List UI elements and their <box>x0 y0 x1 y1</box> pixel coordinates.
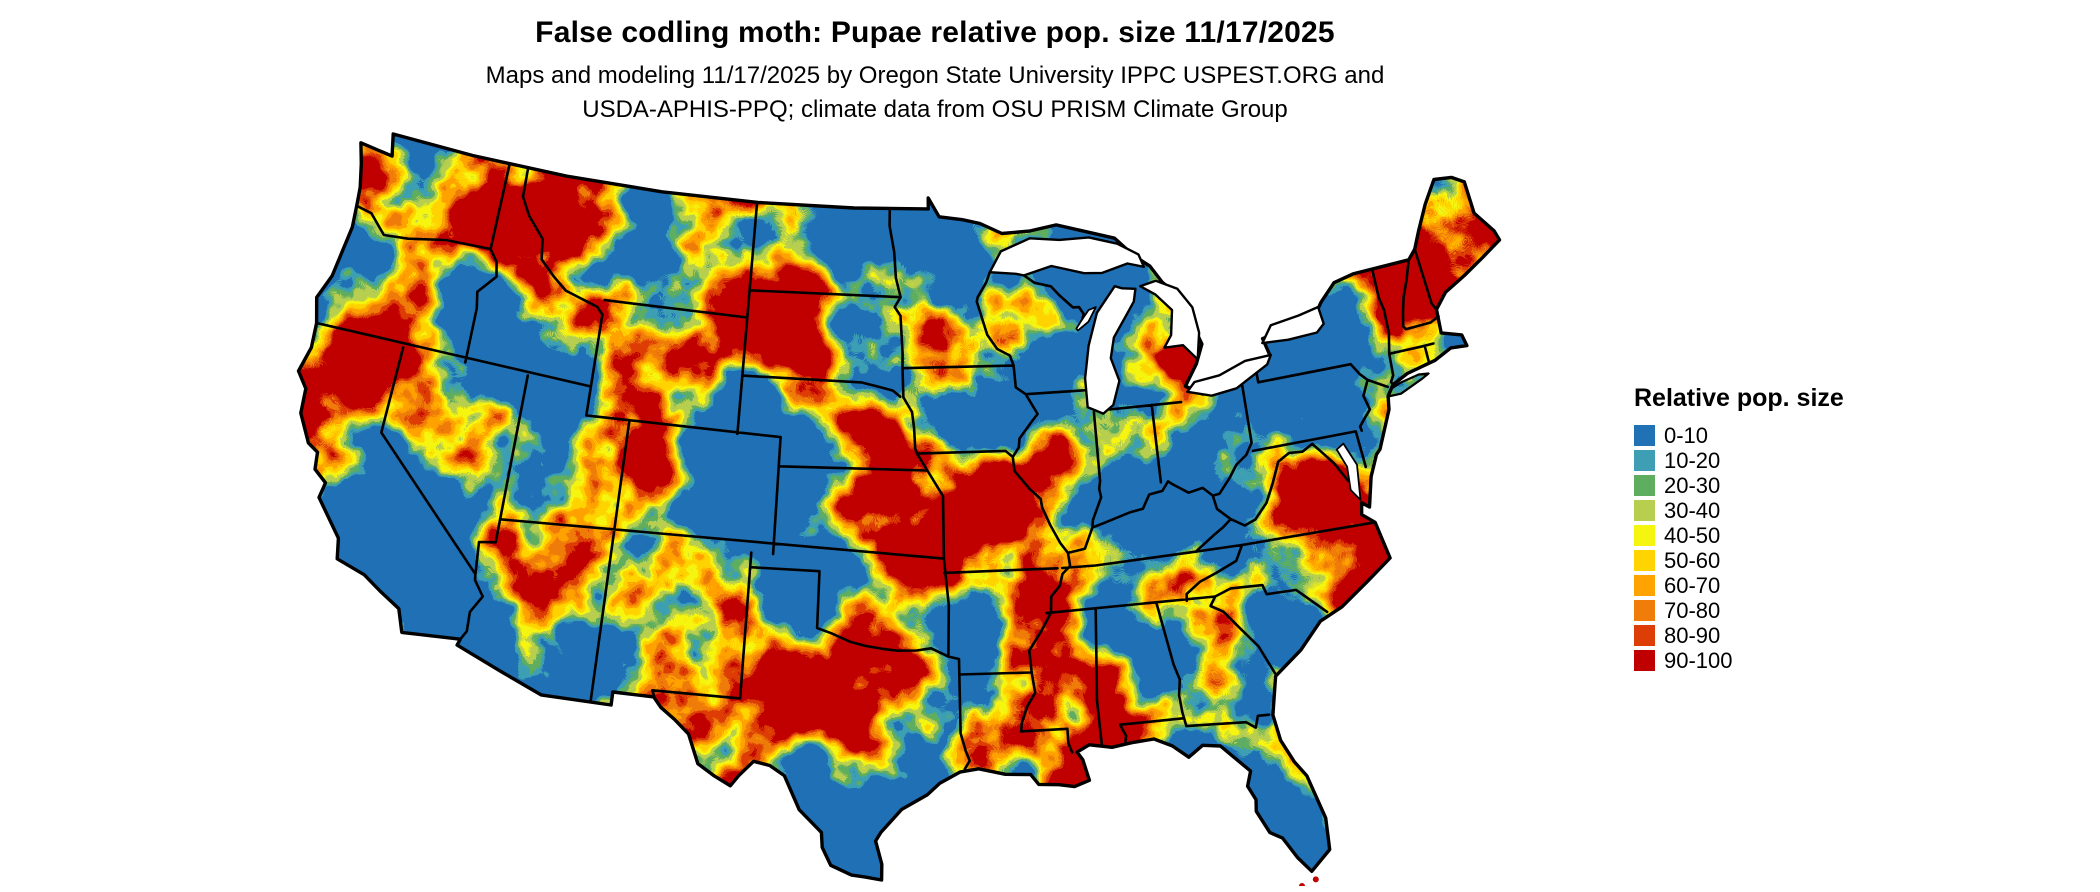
legend-label: 90-100 <box>1664 647 1733 673</box>
legend-item: 30-40 <box>1634 498 1844 523</box>
us-heatmap-svg <box>296 132 1502 886</box>
legend-label: 70-80 <box>1664 597 1721 623</box>
legend-item: 0-10 <box>1634 423 1844 448</box>
legend-label: 20-30 <box>1664 472 1721 498</box>
legend-swatch <box>1634 575 1655 596</box>
map-title: False codling moth: Pupae relative pop. … <box>535 16 1335 49</box>
legend-swatch <box>1634 550 1655 571</box>
legend-item: 90-100 <box>1634 648 1844 673</box>
legend-swatch <box>1634 525 1655 546</box>
legend-item: 80-90 <box>1634 623 1844 648</box>
legend-label: 30-40 <box>1664 497 1721 523</box>
map-subtitle-line2: USDA-APHIS-PPQ; climate data from OSU PR… <box>582 96 1288 123</box>
legend-swatch <box>1634 475 1655 496</box>
us-heatmap <box>195 128 1603 886</box>
legend-label: 10-20 <box>1664 447 1721 473</box>
legend-swatch <box>1634 650 1655 671</box>
legend-items: 0-10 10-20 20-30 30-40 40-50 50-60 60-70 70-80 8… <box>1634 423 1844 673</box>
legend-item: 40-50 <box>1634 523 1844 548</box>
legend-swatch <box>1634 425 1655 446</box>
legend-label: 40-50 <box>1664 522 1721 548</box>
legend-swatch <box>1634 600 1655 621</box>
legend-swatch <box>1634 625 1655 646</box>
legend-label: 60-70 <box>1664 572 1721 598</box>
legend-swatch <box>1634 500 1655 521</box>
legend-item: 70-80 <box>1634 598 1844 623</box>
legend-swatch <box>1634 450 1655 471</box>
legend: Relative pop. size 0-10 10-20 20-30 30-40 40… <box>1634 384 1844 673</box>
legend-item: 50-60 <box>1634 548 1844 573</box>
legend-item: 60-70 <box>1634 573 1844 598</box>
map-subtitle: Maps and modeling 11/17/2025 by Oregon S… <box>0 59 1870 127</box>
legend-label: 0-10 <box>1664 422 1709 448</box>
legend-item: 20-30 <box>1634 473 1844 498</box>
legend-label: 80-90 <box>1664 622 1721 648</box>
legend-item: 10-20 <box>1634 448 1844 473</box>
legend-label: 50-60 <box>1664 547 1721 573</box>
map-subtitle-line1: Maps and modeling 11/17/2025 by Oregon S… <box>485 62 1385 89</box>
legend-title: Relative pop. size <box>1634 384 1844 412</box>
